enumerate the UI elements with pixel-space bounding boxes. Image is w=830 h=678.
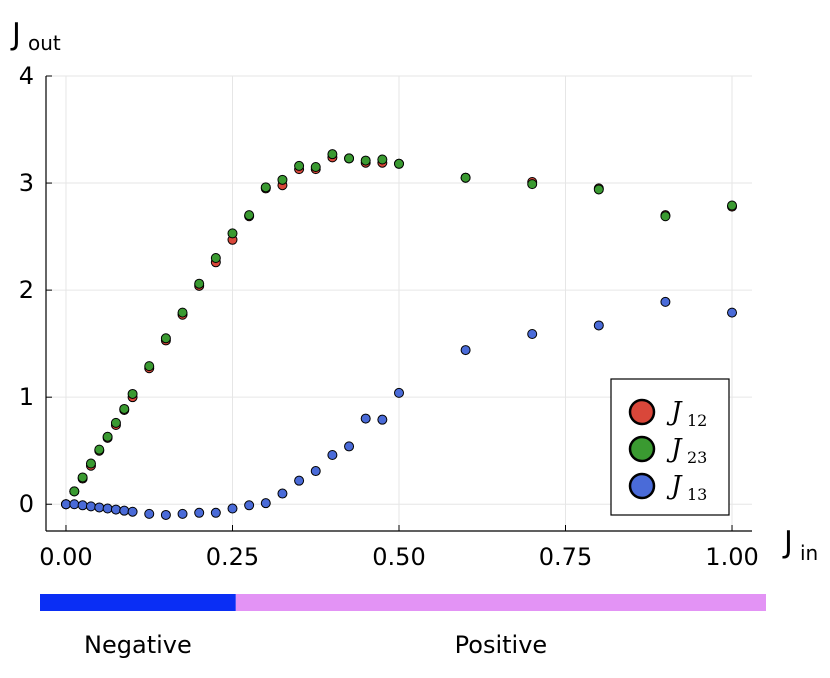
data-point	[244, 500, 255, 511]
y-tick-label: 1	[19, 383, 34, 411]
data-point	[260, 182, 271, 193]
data-point	[227, 228, 238, 239]
x-tick-label: 0.50	[372, 543, 425, 571]
data-point	[69, 499, 80, 510]
y-axis-label-sub: out	[28, 31, 61, 55]
data-point	[593, 320, 604, 331]
x-axis-label-main: J	[782, 525, 793, 560]
data-point	[210, 507, 221, 518]
grid	[46, 75, 752, 531]
region-negative	[40, 594, 236, 611]
x-axis-label: J in	[782, 525, 818, 565]
legend-marker	[628, 435, 656, 463]
data-point	[344, 153, 355, 164]
data-point	[294, 475, 305, 486]
data-point	[377, 154, 388, 165]
data-point	[727, 200, 738, 211]
data-point	[344, 441, 355, 452]
legend: J 12J 23J 13	[610, 378, 730, 516]
data-point	[127, 388, 138, 399]
series-13	[60, 296, 738, 520]
y-tick-label: 2	[19, 276, 34, 304]
data-point	[94, 444, 105, 455]
data-point	[102, 431, 113, 442]
data-point	[60, 499, 71, 510]
data-point	[110, 504, 121, 515]
data-point	[277, 174, 288, 185]
data-point	[194, 278, 205, 289]
data-point	[527, 329, 538, 340]
y-tick-label: 3	[19, 169, 34, 197]
data-point	[85, 458, 96, 469]
region-positive	[235, 594, 767, 611]
data-point	[127, 506, 138, 517]
data-point	[660, 296, 671, 307]
x-tick-label: 0.25	[206, 543, 259, 571]
data-point	[360, 155, 371, 166]
data-point	[85, 501, 96, 512]
data-point	[244, 210, 255, 221]
legend-label: J	[666, 471, 683, 501]
data-point	[360, 413, 371, 424]
legend-box	[610, 378, 730, 516]
data-point	[394, 387, 404, 398]
data-point	[144, 361, 155, 372]
data-point	[227, 503, 238, 514]
data-point	[527, 179, 538, 190]
y-axis-label: J out	[10, 17, 61, 55]
data-point	[277, 488, 288, 499]
data-point	[102, 503, 113, 514]
data-point	[194, 507, 205, 518]
data-point	[177, 307, 188, 318]
x-axis-label-sub: in	[800, 541, 818, 565]
x-tick-label: 0.75	[539, 543, 592, 571]
region-label-negative: Negative	[84, 631, 192, 659]
data-point	[119, 505, 130, 516]
legend-label-sub: 13	[687, 485, 707, 504]
data-point	[110, 417, 121, 428]
data-point	[160, 333, 171, 344]
y-tick-label: 0	[19, 490, 34, 518]
data-point	[327, 149, 338, 160]
data-point	[77, 500, 88, 511]
data-point	[310, 466, 321, 477]
data-point	[310, 162, 321, 172]
data-point	[660, 211, 671, 222]
data-point	[593, 184, 604, 195]
legend-label: J	[666, 434, 683, 464]
data-point	[394, 158, 404, 169]
data-point	[210, 253, 221, 263]
y-axis-label-main: J	[10, 17, 21, 52]
legend-marker	[628, 398, 656, 426]
data-point	[260, 498, 271, 509]
x-tick-label: 0.00	[39, 543, 92, 571]
data-point	[294, 160, 305, 171]
region-label-positive: Positive	[455, 631, 548, 659]
region-bar: Negative Positive	[40, 594, 767, 659]
legend-label: J	[666, 397, 683, 427]
data-point	[94, 502, 105, 513]
data-point	[160, 509, 171, 520]
data-point	[327, 449, 338, 460]
data-point	[727, 307, 738, 318]
data-point	[377, 414, 388, 425]
y-tick-label: 4	[19, 62, 34, 90]
data-point	[144, 508, 155, 519]
data-points	[60, 149, 738, 520]
data-point	[77, 472, 88, 483]
data-point	[119, 403, 130, 414]
data-point	[177, 508, 188, 519]
data-point	[460, 345, 471, 356]
legend-label-sub: 23	[687, 448, 707, 467]
legend-marker	[628, 472, 656, 500]
data-point	[460, 172, 471, 183]
data-point	[69, 486, 80, 497]
axes	[45, 75, 752, 532]
x-tick-label: 1.00	[705, 543, 758, 571]
legend-label-sub: 12	[687, 411, 707, 430]
